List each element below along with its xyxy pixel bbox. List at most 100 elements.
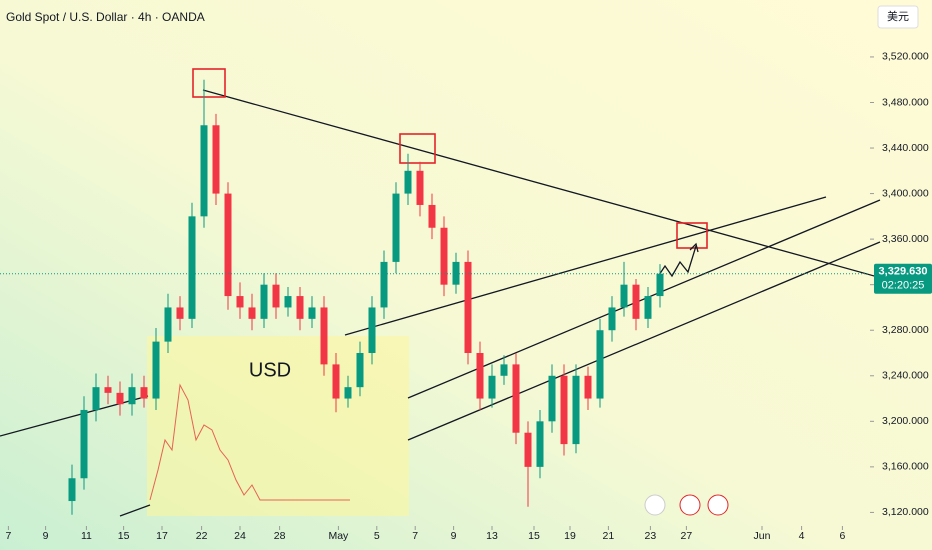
y-tick-label: 3,360.000: [882, 233, 929, 245]
candle-body: [392, 193, 400, 262]
x-tick-label: 11: [81, 530, 92, 542]
x-tick-label: 15: [528, 530, 540, 542]
candle-body: [608, 307, 616, 331]
candle-body: [296, 296, 304, 319]
candle-body: [248, 307, 256, 319]
projection-path: [656, 245, 697, 279]
candle-body: [176, 307, 184, 319]
candle-body: [416, 170, 424, 205]
candle-body: [188, 216, 196, 319]
candle-body: [332, 364, 340, 399]
event-icon: [679, 494, 701, 516]
x-tick-label: 15: [118, 530, 130, 542]
y-tick-label: 3,280.000: [882, 324, 929, 336]
candle-body: [488, 375, 496, 399]
event-icon: [707, 494, 729, 516]
candle-body: [128, 387, 136, 405]
candle-body: [260, 284, 268, 319]
trendline: [119, 504, 151, 517]
candle-body: [140, 387, 148, 399]
candle-body: [344, 387, 352, 399]
candle-body: [116, 392, 124, 405]
x-tick-label: 6: [839, 530, 845, 542]
candle-body: [512, 364, 520, 433]
candle-body: [440, 227, 448, 285]
y-tick-label: 3,400.000: [882, 187, 929, 199]
y-tick-label: 3,520.000: [882, 51, 929, 63]
inset-line: [149, 383, 350, 501]
x-tick-label: 22: [196, 530, 208, 542]
currency-box: [877, 5, 919, 29]
last-price-box: [874, 263, 932, 294]
candle-body: [584, 375, 592, 399]
candle-body: [476, 353, 484, 399]
candle-body: [236, 296, 244, 308]
candle-body: [80, 409, 88, 479]
candle-body: [500, 364, 508, 376]
x-tick-label: 23: [645, 530, 657, 542]
trendline: [202, 89, 932, 293]
candle-body: [632, 284, 640, 319]
arrow-head: [689, 242, 699, 253]
x-tick-label: May: [328, 530, 349, 542]
candle-body: [356, 353, 364, 388]
x-tick-label: 27: [681, 530, 693, 542]
candle-body: [320, 307, 328, 365]
trendline: [407, 241, 881, 441]
y-tick-label: 3,160.000: [882, 461, 929, 473]
candle-body: [308, 307, 316, 319]
candle-body: [464, 261, 472, 354]
x-tick-label: 21: [603, 530, 615, 542]
candle-body: [596, 330, 604, 399]
trendline: [407, 199, 881, 399]
candle-body: [152, 341, 160, 399]
candle-body: [524, 432, 532, 467]
x-tick-label: 4: [799, 530, 805, 542]
candle-body: [224, 193, 232, 297]
x-tick-label: 5: [374, 530, 380, 542]
y-tick-label: 3,240.000: [882, 370, 929, 382]
x-tick-label: Jun: [754, 530, 771, 542]
x-tick-label: 7: [5, 530, 11, 542]
candle-body: [380, 261, 388, 308]
x-tick-label: 19: [564, 530, 576, 542]
candle-body: [284, 296, 292, 308]
candle-body: [428, 204, 436, 228]
x-tick-label: 13: [486, 530, 498, 542]
candle-body: [368, 307, 376, 354]
highlight-box: [399, 133, 436, 164]
x-tick-label: 9: [451, 530, 457, 542]
highlight-box: [192, 68, 226, 98]
candle-body: [92, 387, 100, 410]
candle-body: [560, 375, 568, 445]
y-tick-label: 3,200.000: [882, 415, 929, 427]
candle-body: [68, 478, 76, 502]
candle-body: [212, 125, 220, 194]
usd-inset: USD: [147, 336, 409, 516]
inset-panel: [147, 336, 409, 516]
candle-body: [572, 375, 580, 445]
candle-body: [164, 307, 172, 342]
x-tick-label: 7: [412, 530, 418, 542]
chart-title: Gold Spot / U.S. Dollar · 4h · OANDA: [6, 10, 205, 24]
candle-body: [536, 421, 544, 467]
last-price-label: 3,329.630: [879, 266, 928, 278]
x-tick-label: 24: [234, 530, 246, 542]
inset-label: USD: [249, 359, 291, 381]
candle-body: [620, 284, 628, 308]
plot: [68, 79, 664, 515]
candle-body: [644, 296, 652, 319]
x-tick-label: 17: [156, 530, 168, 542]
x-tick-label: 9: [43, 530, 49, 542]
currency: 美元: [887, 10, 909, 23]
trendline: [344, 196, 827, 336]
candle-body: [104, 387, 112, 393]
y-tick-label: 3,120.000: [882, 506, 929, 518]
event-icon: [644, 494, 666, 516]
x-tick-label: 28: [274, 530, 286, 542]
candle-body: [404, 170, 412, 194]
candle-body: [272, 284, 280, 308]
y-tick-label: 3,480.000: [882, 96, 929, 108]
candle-body: [548, 375, 556, 422]
